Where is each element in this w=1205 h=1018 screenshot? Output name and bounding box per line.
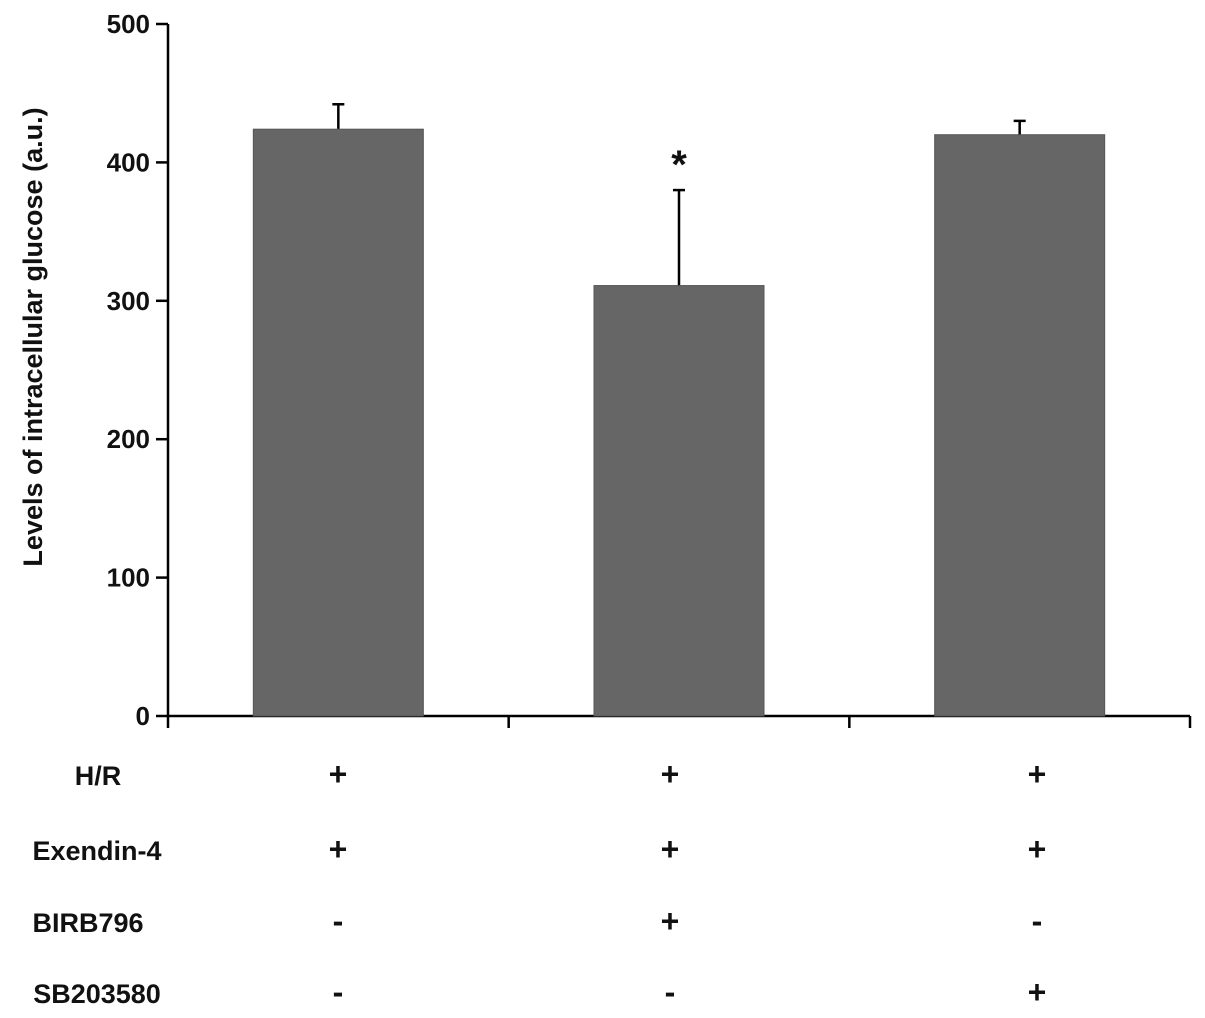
bar [934,134,1106,717]
minus-mark: - [1032,903,1043,939]
y-tick-label: 100 [107,563,150,593]
y-axis-title: Levels of intracellular glucose (a.u.) [18,107,48,566]
minus-mark: - [665,974,676,1010]
condition-label: SB203580 [33,979,161,1009]
significance-marker: * [671,143,687,187]
plus-mark: + [1028,756,1047,792]
y-tick-label: 200 [107,424,150,454]
minus-mark: - [333,974,344,1010]
plus-mark: + [661,903,680,939]
minus-mark: - [333,903,344,939]
plus-mark: + [661,831,680,867]
y-tick-label: 400 [107,147,150,177]
y-tick-label: 300 [107,286,150,316]
condition-table: H/R + + + Exendin-4 + + + BIRB796 - + - SB203580 - - + [32,756,1046,1010]
plus-mark: + [1028,831,1047,867]
condition-label: BIRB796 [32,908,143,938]
bar [252,128,424,717]
condition-label: H/R [75,761,122,791]
bar [593,285,765,717]
plus-mark: + [329,831,348,867]
plus-mark: + [329,756,348,792]
bars-group: * [252,103,1106,717]
y-tick-label: 500 [107,9,150,39]
condition-label: Exendin-4 [32,836,161,866]
plus-mark: + [1028,974,1047,1010]
y-tick-label: 0 [136,701,150,731]
plus-mark: + [661,756,680,792]
